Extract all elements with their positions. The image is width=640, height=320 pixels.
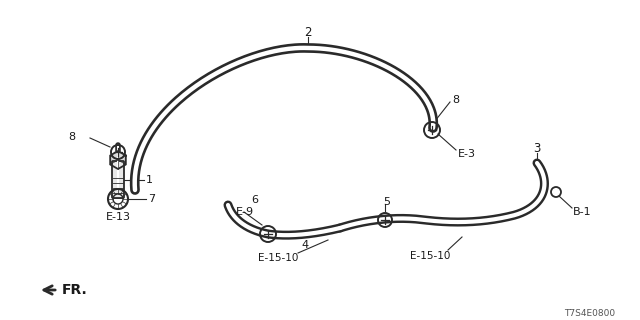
Polygon shape bbox=[110, 151, 126, 169]
Text: 2: 2 bbox=[304, 26, 312, 38]
FancyBboxPatch shape bbox=[112, 161, 124, 198]
Text: 4: 4 bbox=[301, 240, 308, 250]
Text: FR.: FR. bbox=[62, 283, 88, 297]
Text: 5: 5 bbox=[383, 197, 390, 207]
Text: 8: 8 bbox=[452, 95, 459, 105]
Text: E-15-10: E-15-10 bbox=[410, 251, 450, 261]
Text: B-1: B-1 bbox=[573, 207, 591, 217]
Text: 1: 1 bbox=[146, 175, 153, 185]
Text: E-15-10: E-15-10 bbox=[258, 253, 298, 263]
Text: E-3: E-3 bbox=[458, 149, 476, 159]
Text: 8: 8 bbox=[68, 132, 75, 142]
Text: E-9: E-9 bbox=[236, 207, 254, 217]
Text: 6: 6 bbox=[252, 195, 259, 205]
Text: T7S4E0800: T7S4E0800 bbox=[564, 309, 615, 318]
Text: 7: 7 bbox=[148, 194, 155, 204]
Text: 3: 3 bbox=[533, 141, 541, 155]
Text: E-13: E-13 bbox=[106, 212, 131, 222]
